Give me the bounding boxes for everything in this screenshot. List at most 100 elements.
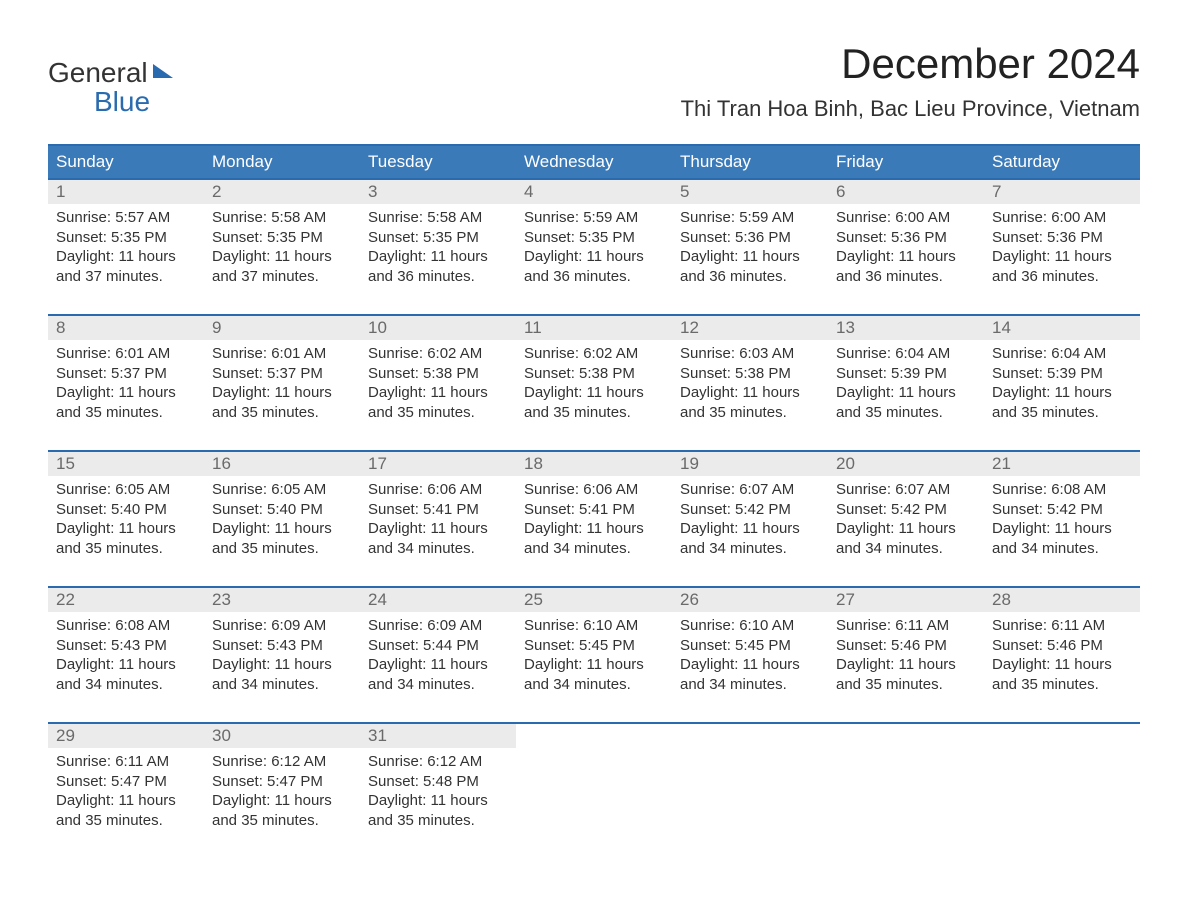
- day-number: 2: [204, 180, 360, 204]
- sunset-text: Sunset: 5:45 PM: [524, 636, 664, 656]
- sunset-text: Sunset: 5:35 PM: [368, 228, 508, 248]
- sunrise-text: Sunrise: 6:07 AM: [836, 480, 976, 500]
- sunset-text: Sunset: 5:46 PM: [992, 636, 1132, 656]
- day-cell: 19Sunrise: 6:07 AMSunset: 5:42 PMDayligh…: [672, 452, 828, 558]
- day-number: 14: [984, 316, 1140, 340]
- sunset-text: Sunset: 5:36 PM: [836, 228, 976, 248]
- sunrise-text: Sunrise: 5:58 AM: [368, 208, 508, 228]
- day-cell: 27Sunrise: 6:11 AMSunset: 5:46 PMDayligh…: [828, 588, 984, 694]
- sunset-text: Sunset: 5:39 PM: [992, 364, 1132, 384]
- daylight-text: Daylight: 11 hours and 37 minutes.: [212, 247, 352, 286]
- sunset-text: Sunset: 5:38 PM: [368, 364, 508, 384]
- daylight-text: Daylight: 11 hours and 34 minutes.: [992, 519, 1132, 558]
- day-cell: 28Sunrise: 6:11 AMSunset: 5:46 PMDayligh…: [984, 588, 1140, 694]
- day-number: 26: [672, 588, 828, 612]
- sunset-text: Sunset: 5:43 PM: [212, 636, 352, 656]
- day-cell: 4Sunrise: 5:59 AMSunset: 5:35 PMDaylight…: [516, 180, 672, 286]
- day-number: 25: [516, 588, 672, 612]
- day-cell: 25Sunrise: 6:10 AMSunset: 5:45 PMDayligh…: [516, 588, 672, 694]
- day-number: 31: [360, 724, 516, 748]
- sunset-text: Sunset: 5:42 PM: [836, 500, 976, 520]
- day-body: Sunrise: 6:07 AMSunset: 5:42 PMDaylight:…: [828, 476, 984, 558]
- day-number: 24: [360, 588, 516, 612]
- sunset-text: Sunset: 5:38 PM: [524, 364, 664, 384]
- day-number: 3: [360, 180, 516, 204]
- day-cell: 18Sunrise: 6:06 AMSunset: 5:41 PMDayligh…: [516, 452, 672, 558]
- day-body: Sunrise: 6:10 AMSunset: 5:45 PMDaylight:…: [672, 612, 828, 694]
- day-cell: 2Sunrise: 5:58 AMSunset: 5:35 PMDaylight…: [204, 180, 360, 286]
- sunset-text: Sunset: 5:47 PM: [56, 772, 196, 792]
- daylight-text: Daylight: 11 hours and 35 minutes.: [212, 519, 352, 558]
- daylight-text: Daylight: 11 hours and 34 minutes.: [680, 519, 820, 558]
- sunset-text: Sunset: 5:41 PM: [368, 500, 508, 520]
- day-number: 8: [48, 316, 204, 340]
- month-title: December 2024: [681, 40, 1140, 88]
- day-number: 17: [360, 452, 516, 476]
- day-cell: 13Sunrise: 6:04 AMSunset: 5:39 PMDayligh…: [828, 316, 984, 422]
- daylight-text: Daylight: 11 hours and 36 minutes.: [680, 247, 820, 286]
- day-cell: 23 Sunrise: 6:09 AMSunset: 5:43 PMDayligh…: [204, 588, 360, 694]
- sunrise-text: Sunrise: 6:06 AM: [368, 480, 508, 500]
- flag-icon: [153, 64, 173, 78]
- daylight-text: Daylight: 11 hours and 37 minutes.: [56, 247, 196, 286]
- day-cell: 10Sunrise: 6:02 AMSunset: 5:38 PMDayligh…: [360, 316, 516, 422]
- day-number: 29: [48, 724, 204, 748]
- week-row: 1Sunrise: 5:57 AMSunset: 5:35 PMDaylight…: [48, 178, 1140, 314]
- day-number: 11: [516, 316, 672, 340]
- weeks-container: 1Sunrise: 5:57 AMSunset: 5:35 PMDaylight…: [48, 178, 1140, 858]
- day-body: Sunrise: 6:02 AMSunset: 5:38 PMDaylight:…: [360, 340, 516, 422]
- daylight-text: Daylight: 11 hours and 35 minutes.: [836, 655, 976, 694]
- day-cell: 15Sunrise: 6:05 AMSunset: 5:40 PMDayligh…: [48, 452, 204, 558]
- day-body: Sunrise: 5:58 AMSunset: 5:35 PMDaylight:…: [360, 204, 516, 286]
- day-body: Sunrise: 6:11 AMSunset: 5:46 PMDaylight:…: [828, 612, 984, 694]
- weekday-cell: Thursday: [672, 146, 828, 178]
- sunset-text: Sunset: 5:42 PM: [992, 500, 1132, 520]
- daylight-text: Daylight: 11 hours and 34 minutes.: [56, 655, 196, 694]
- sunrise-text: Sunrise: 6:10 AM: [524, 616, 664, 636]
- weekday-cell: Sunday: [48, 146, 204, 178]
- day-number: 18: [516, 452, 672, 476]
- sunrise-text: Sunrise: 6:07 AM: [680, 480, 820, 500]
- sunset-text: Sunset: 5:39 PM: [836, 364, 976, 384]
- weekday-cell: Friday: [828, 146, 984, 178]
- daylight-text: Daylight: 11 hours and 36 minutes.: [992, 247, 1132, 286]
- day-number: 16: [204, 452, 360, 476]
- day-cell: [672, 724, 828, 830]
- sunset-text: Sunset: 5:44 PM: [368, 636, 508, 656]
- day-cell: 21Sunrise: 6:08 AMSunset: 5:42 PMDayligh…: [984, 452, 1140, 558]
- daylight-text: Daylight: 11 hours and 36 minutes.: [368, 247, 508, 286]
- sunset-text: Sunset: 5:37 PM: [212, 364, 352, 384]
- day-body: Sunrise: 6:00 AMSunset: 5:36 PMDaylight:…: [828, 204, 984, 286]
- day-cell: 11Sunrise: 6:02 AMSunset: 5:38 PMDayligh…: [516, 316, 672, 422]
- daylight-text: Daylight: 11 hours and 34 minutes.: [212, 655, 352, 694]
- sunset-text: Sunset: 5:40 PM: [212, 500, 352, 520]
- sunset-text: Sunset: 5:41 PM: [524, 500, 664, 520]
- day-cell: [984, 724, 1140, 830]
- daylight-text: Daylight: 11 hours and 34 minutes.: [368, 519, 508, 558]
- sunrise-text: Sunrise: 6:01 AM: [56, 344, 196, 364]
- day-cell: 31Sunrise: 6:12 AMSunset: 5:48 PMDayligh…: [360, 724, 516, 830]
- day-cell: 30Sunrise: 6:12 AMSunset: 5:47 PMDayligh…: [204, 724, 360, 830]
- day-body: Sunrise: 6:06 AMSunset: 5:41 PMDaylight:…: [516, 476, 672, 558]
- day-number: 23: [204, 588, 360, 612]
- day-number: 5: [672, 180, 828, 204]
- sunrise-text: Sunrise: 6:04 AM: [836, 344, 976, 364]
- sunrise-text: Sunrise: 6:09 AM: [212, 616, 352, 636]
- day-body: Sunrise: 6:12 AMSunset: 5:47 PMDaylight:…: [204, 748, 360, 830]
- daylight-text: Daylight: 11 hours and 35 minutes.: [368, 383, 508, 422]
- day-cell: 14Sunrise: 6:04 AMSunset: 5:39 PMDayligh…: [984, 316, 1140, 422]
- sunrise-text: Sunrise: 6:08 AM: [56, 616, 196, 636]
- brand-word1: General: [48, 58, 148, 87]
- week-row: 22Sunrise: 6:08 AMSunset: 5:43 PMDayligh…: [48, 586, 1140, 722]
- day-body: Sunrise: 6:01 AMSunset: 5:37 PMDaylight:…: [48, 340, 204, 422]
- sunrise-text: Sunrise: 5:59 AM: [524, 208, 664, 228]
- day-body: Sunrise: 6:12 AMSunset: 5:48 PMDaylight:…: [360, 748, 516, 830]
- weekday-cell: Monday: [204, 146, 360, 178]
- weekday-header-row: SundayMondayTuesdayWednesdayThursdayFrid…: [48, 144, 1140, 178]
- day-body: Sunrise: 6:04 AMSunset: 5:39 PMDaylight:…: [984, 340, 1140, 422]
- day-number: 19: [672, 452, 828, 476]
- sunrise-text: Sunrise: 5:58 AM: [212, 208, 352, 228]
- sunrise-text: Sunrise: 6:11 AM: [992, 616, 1132, 636]
- sunrise-text: Sunrise: 6:00 AM: [992, 208, 1132, 228]
- day-body: Sunrise: 6:11 AMSunset: 5:47 PMDaylight:…: [48, 748, 204, 830]
